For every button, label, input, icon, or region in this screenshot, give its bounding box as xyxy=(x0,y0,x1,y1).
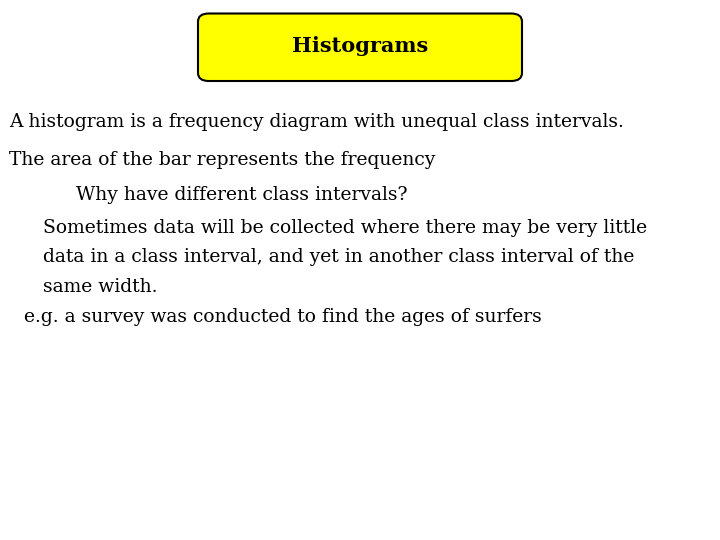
Text: data in a class interval, and yet in another class interval of the: data in a class interval, and yet in ano… xyxy=(43,248,634,266)
Text: e.g. a survey was conducted to find the ages of surfers: e.g. a survey was conducted to find the … xyxy=(24,308,541,326)
Text: Histograms: Histograms xyxy=(292,36,428,56)
Text: Why have different class intervals?: Why have different class intervals? xyxy=(76,186,407,204)
Text: same width.: same width. xyxy=(43,278,158,296)
Text: A histogram is a frequency diagram with unequal class intervals.: A histogram is a frequency diagram with … xyxy=(9,113,624,131)
FancyBboxPatch shape xyxy=(198,14,522,81)
Text: Sometimes data will be collected where there may be very little: Sometimes data will be collected where t… xyxy=(43,219,647,237)
Text: The area of the bar represents the frequency: The area of the bar represents the frequ… xyxy=(9,151,436,169)
